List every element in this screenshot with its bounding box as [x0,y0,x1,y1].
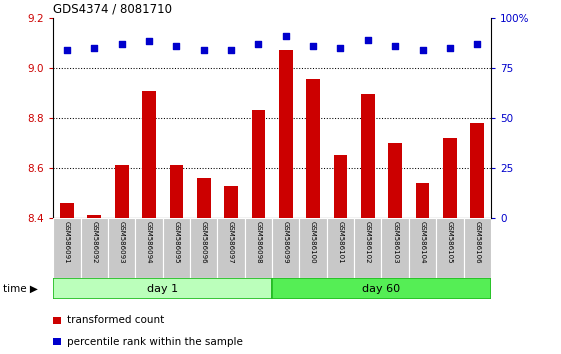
Text: GSM586093: GSM586093 [119,221,125,263]
Point [445,45,454,51]
Bar [53,218,81,278]
Bar [470,123,484,218]
Bar [190,218,217,278]
Text: day 60: day 60 [362,284,401,293]
Text: GSM586105: GSM586105 [447,221,453,263]
Bar [327,218,354,278]
Bar [163,218,190,278]
Bar [251,110,265,218]
Text: GSM586106: GSM586106 [474,221,480,263]
Point [172,43,181,48]
Text: GSM586096: GSM586096 [201,221,206,263]
Bar [334,155,347,218]
Bar [279,50,293,218]
Point [227,47,236,52]
Point [418,47,427,52]
Bar [409,218,436,278]
Text: time ▶: time ▶ [3,284,38,293]
Bar [142,91,156,218]
Text: percentile rank within the sample: percentile rank within the sample [67,337,243,347]
Bar [217,218,245,278]
Point [199,47,208,52]
Text: GSM586104: GSM586104 [420,221,425,263]
Text: GDS4374 / 8081710: GDS4374 / 8081710 [53,3,172,16]
Bar [300,218,327,278]
Text: GSM586100: GSM586100 [310,221,316,263]
Bar [108,218,135,278]
Text: GSM586103: GSM586103 [392,221,398,263]
Point [336,45,345,51]
Bar [81,218,108,278]
Bar [436,218,463,278]
Bar [354,218,381,278]
Bar [463,218,491,278]
Bar [272,218,300,278]
Point [90,45,99,51]
Bar [381,218,409,278]
Point [254,41,263,46]
Bar [169,165,183,218]
Text: GSM586102: GSM586102 [365,221,371,263]
Text: GSM586091: GSM586091 [64,221,70,263]
Text: GSM586092: GSM586092 [91,221,97,263]
Point [281,33,290,39]
Text: GSM586097: GSM586097 [228,221,234,263]
Bar [388,143,402,218]
Bar [115,165,128,218]
Bar [224,187,238,218]
Point [117,41,126,46]
Text: GSM586099: GSM586099 [283,221,289,263]
Bar [361,94,375,218]
Point [473,41,482,46]
Text: day 1: day 1 [147,284,178,293]
Text: GSM586095: GSM586095 [173,221,180,263]
Bar [135,218,163,278]
Text: GSM586101: GSM586101 [338,221,343,263]
Point [390,43,399,48]
Text: GSM586094: GSM586094 [146,221,152,263]
Point [364,37,373,42]
Point [62,47,71,52]
Bar [443,138,457,218]
Bar [245,218,272,278]
Point [309,43,318,48]
Bar [272,278,491,299]
Bar [53,278,272,299]
Text: GSM586098: GSM586098 [255,221,261,263]
Bar [306,79,320,218]
Bar [416,183,429,218]
Bar [88,215,101,218]
Text: transformed count: transformed count [67,315,164,325]
Bar [197,178,210,218]
Point [145,38,154,44]
Bar [60,203,74,218]
